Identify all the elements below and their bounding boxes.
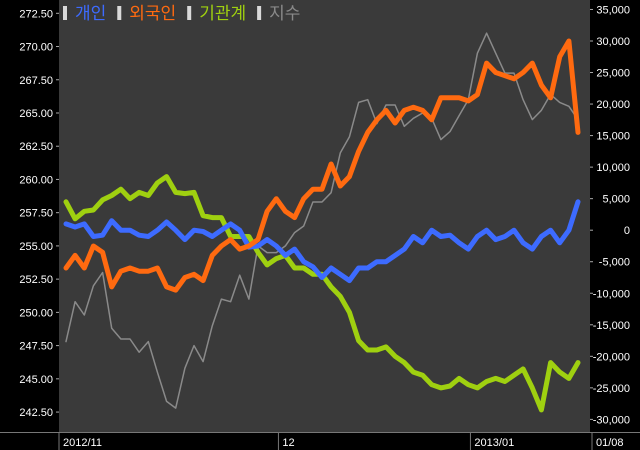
right-tick-30_000: 30,000	[596, 36, 630, 48]
legend-marker-4	[257, 6, 262, 20]
left-tick-272.50: 272.50	[19, 8, 53, 20]
x-tick-12: 12	[282, 437, 294, 449]
legend-label-4: 지수	[269, 4, 300, 24]
x-tick-2013_01: 2013/01	[474, 437, 514, 449]
legend-marker-3	[187, 6, 192, 20]
right-tick--25_000: -25,000	[593, 383, 630, 395]
legend: 개인 외국인 기관계 지수	[63, 4, 300, 24]
plot-background	[59, 0, 590, 432]
series-line-2	[63, 38, 581, 293]
left-tick-257.50: 257.50	[19, 208, 53, 220]
left-tick-270.00: 270.00	[19, 42, 53, 54]
right-tick-15_000: 15,000	[596, 131, 630, 143]
left-tick-262.50: 262.50	[19, 141, 53, 153]
right-tick-10_000: 10,000	[596, 162, 630, 174]
left-tick-252.50: 252.50	[19, 274, 53, 286]
right-tick--5_000: -5,000	[599, 257, 630, 269]
legend-label-1: 개인	[75, 4, 106, 24]
series-layer	[63, 32, 581, 413]
left-tick-255.00: 255.00	[19, 241, 53, 253]
left-tick-247.50: 247.50	[19, 341, 53, 353]
series-line-1	[63, 199, 581, 284]
x-tick-2012_11: 2012/11	[63, 437, 102, 449]
right-axis: 35,000 30,000 25,000 20,000 15,000 10,000 5,00…	[590, 4, 630, 426]
right-tick--10_000: -10,000	[593, 288, 630, 300]
right-tick-25_000: 25,000	[596, 68, 630, 80]
right-tick-0: 0	[624, 225, 630, 237]
right-tick--15_000: -15,000	[593, 320, 630, 332]
left-tick-250.00: 250.00	[19, 307, 53, 319]
right-tick--20_000: -20,000	[593, 351, 630, 363]
left-axis: 272.50 270.00 267.50 265.00 262.50 260.00 257.…	[19, 8, 59, 419]
left-tick-242.50: 242.50	[19, 407, 53, 419]
legend-label-3: 기관계	[199, 4, 246, 24]
left-tick-265.00: 265.00	[19, 108, 53, 120]
left-tick-267.50: 267.50	[19, 75, 53, 87]
right-tick--30_000: -30,000	[593, 414, 630, 426]
right-tick-35_000: 35,000	[596, 4, 630, 16]
left-axis-panel	[0, 0, 59, 450]
legend-marker-2	[117, 6, 122, 20]
legend-marker-1	[63, 6, 67, 20]
left-tick-245.00: 245.00	[19, 374, 53, 386]
x-tick-01_08: 01/08	[596, 437, 624, 449]
series-line-4	[65, 32, 579, 409]
x-axis-panel	[0, 432, 640, 450]
x-axis: 2012/11 12 2013/01 01/08	[58, 432, 624, 450]
right-axis-panel	[590, 0, 640, 450]
legend-label-2: 외국인	[129, 4, 176, 24]
right-tick-20_000: 20,000	[596, 99, 630, 111]
right-tick-5_000: 5,000	[602, 194, 630, 206]
left-tick-260.00: 260.00	[19, 174, 53, 186]
